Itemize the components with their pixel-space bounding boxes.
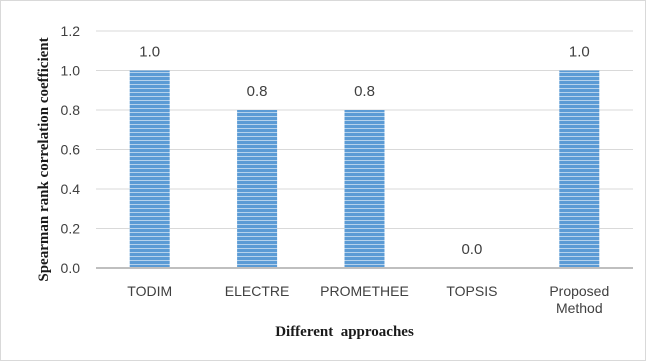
x-tick-label: PROMETHEE <box>320 283 409 299</box>
x-tick-label-line: TOPSIS <box>446 283 497 299</box>
y-tick-label: 1.0 <box>61 63 81 79</box>
bar <box>559 70 600 268</box>
x-tick-label-line: PROMETHEE <box>320 283 409 299</box>
data-label: 0.8 <box>354 83 375 100</box>
y-tick-label: 1.2 <box>61 23 81 39</box>
x-tick-label-line: Method <box>556 300 603 316</box>
x-tick-label-line: Proposed <box>549 283 609 299</box>
x-axis-title: Different approaches <box>275 324 414 340</box>
bar <box>237 110 278 268</box>
x-tick-label: Proposed Method <box>549 283 609 316</box>
x-tick-label: TOPSIS <box>446 283 497 299</box>
y-tick-label: 0.6 <box>61 142 81 158</box>
y-tick-label: 0.4 <box>61 181 81 197</box>
y-tick-label: 0.0 <box>61 260 81 276</box>
y-tick-label: 0.2 <box>61 221 81 237</box>
x-tick-label: ELECTRE <box>225 283 290 299</box>
data-label: 0.0 <box>461 241 482 258</box>
x-tick-label-line: TODIM <box>127 283 172 299</box>
x-tick-label: TODIM <box>127 283 172 299</box>
bar <box>344 110 385 268</box>
data-label: 0.8 <box>247 83 268 100</box>
bars <box>129 70 600 268</box>
labels: 0.0 0.2 0.4 0.6 0.8 1.0 1.2 1.0 TODIM 0.8 ELECTRE 0… <box>61 23 610 316</box>
data-label: 1.0 <box>569 44 590 61</box>
y-axis-title: Spearman rank correlation coefficient <box>36 37 52 281</box>
y-tick-label: 0.8 <box>61 102 81 118</box>
bar <box>129 70 170 268</box>
x-tick-label-line: ELECTRE <box>225 283 290 299</box>
data-label: 1.0 <box>139 44 160 61</box>
